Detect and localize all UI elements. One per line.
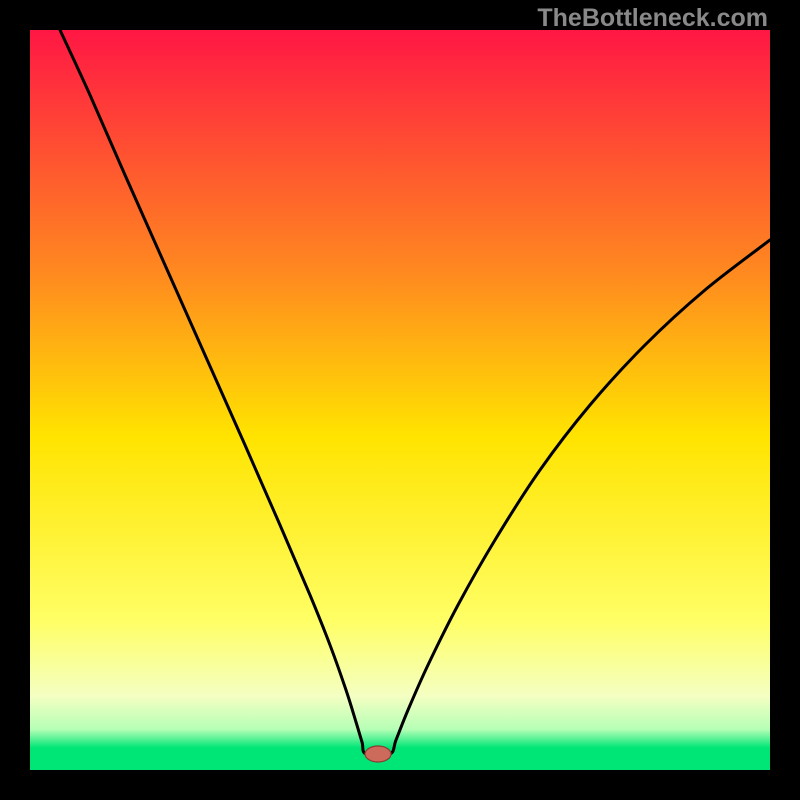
- optimal-point-marker: [365, 746, 391, 762]
- watermark-text: TheBottleneck.com: [537, 4, 768, 33]
- bottleneck-chart: [30, 30, 770, 770]
- plot-area: [30, 30, 770, 770]
- gradient-background: [30, 30, 770, 770]
- outer-frame: TheBottleneck.com: [0, 0, 800, 800]
